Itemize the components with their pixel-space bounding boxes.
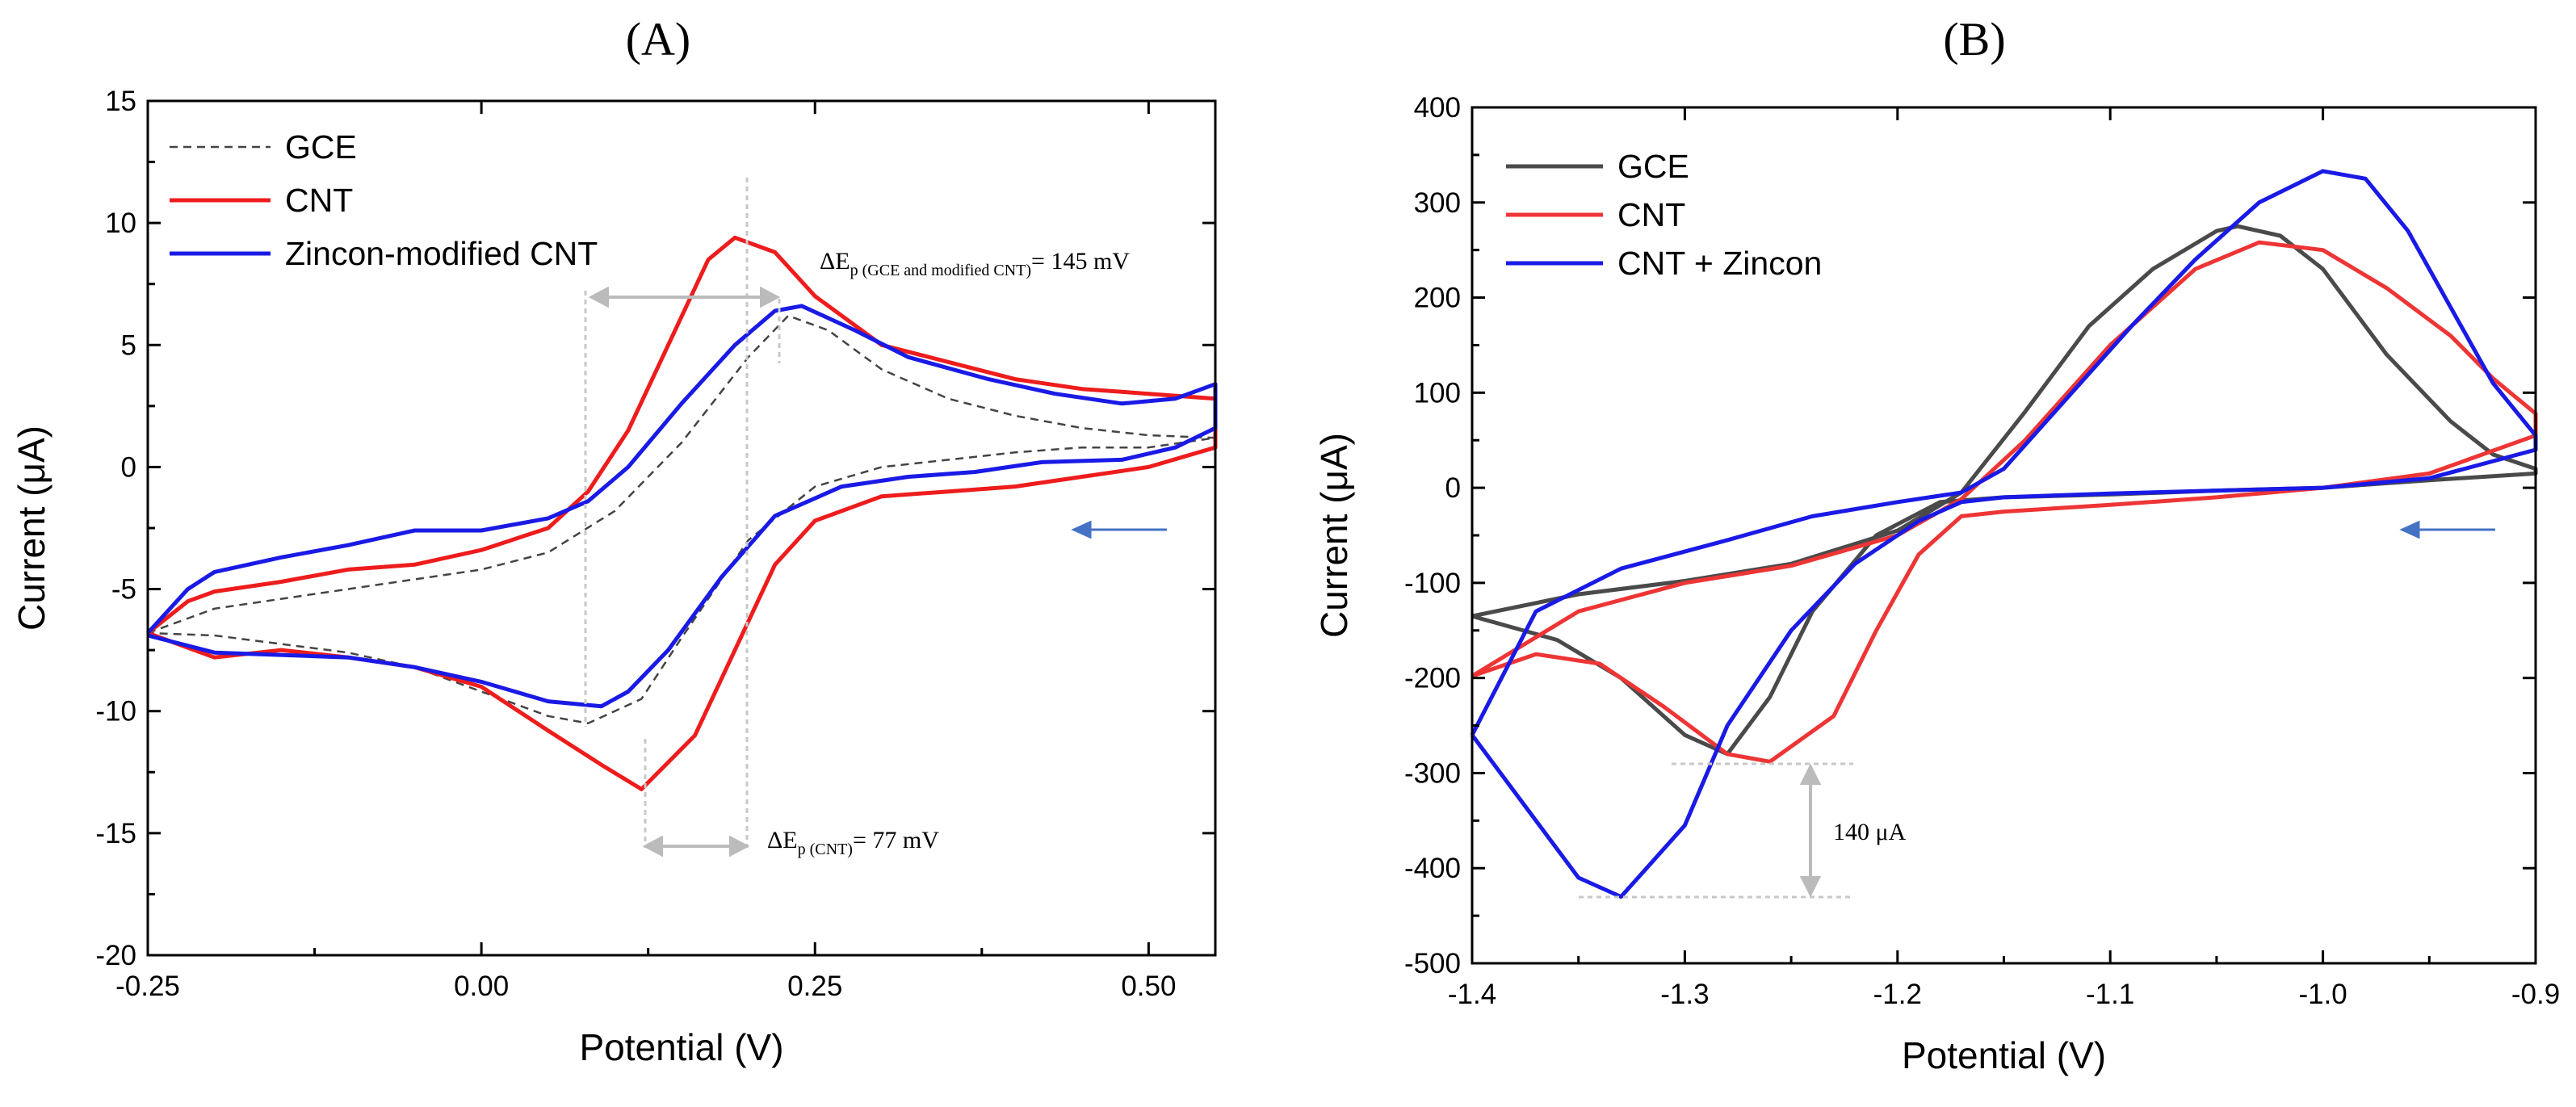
panel-a-chart: ΔEp (GCE and modified CNT)= 145 mV ΔEp (… bbox=[10, 86, 1218, 1068]
panel-b-title: (B) bbox=[1943, 13, 2005, 65]
plot-frame bbox=[1471, 106, 2537, 965]
y-tick-label: 100 bbox=[1414, 377, 1461, 409]
x-tick-label: -1.3 bbox=[1660, 979, 1709, 1010]
legend-label: CNT bbox=[1617, 196, 1685, 233]
x-tick-label: -0.25 bbox=[115, 971, 180, 1002]
series-line-gce bbox=[147, 314, 1217, 725]
y-tick-label: -5 bbox=[111, 574, 136, 606]
y-axis-label: Current (μA) bbox=[10, 426, 52, 631]
y-tick-label: -300 bbox=[1404, 757, 1461, 789]
legend-label: GCE bbox=[1617, 148, 1689, 185]
delta-ep-cnt-annotation: ΔEp (CNT)= 77 mV bbox=[767, 827, 939, 858]
legend-label: Zincon-modified CNT bbox=[285, 235, 598, 272]
series-line-gce bbox=[1471, 224, 2538, 757]
x-tick-label: -1.4 bbox=[1448, 979, 1496, 1010]
series-line-zincon-modified-cnt bbox=[146, 304, 1218, 709]
x-axis-label: Potential (V) bbox=[579, 1026, 783, 1068]
plot-frame bbox=[146, 99, 1217, 957]
y-tick-label: -100 bbox=[1404, 568, 1461, 599]
y-tick-label: 400 bbox=[1414, 92, 1461, 124]
x-tick-label: -1.1 bbox=[2086, 979, 2134, 1010]
x-tick-label: -1.0 bbox=[2298, 979, 2347, 1010]
y-tick-label: 0 bbox=[1445, 472, 1461, 504]
legend-label: CNT bbox=[285, 182, 353, 219]
panel-a-title: (A) bbox=[626, 13, 691, 65]
x-tick-label: 0.50 bbox=[1121, 971, 1176, 1002]
x-tick-label: -1.2 bbox=[1873, 979, 1922, 1010]
delta-ep-gce-annotation: ΔEp (GCE and modified CNT)= 145 mV bbox=[820, 248, 1130, 279]
series-line-cnt-zincon bbox=[1470, 169, 2538, 899]
y-tick-label: 10 bbox=[105, 208, 136, 239]
y-tick-label: 300 bbox=[1414, 187, 1461, 219]
y-tick-label: -20 bbox=[95, 940, 136, 971]
legend-label: CNT + Zincon bbox=[1617, 245, 1822, 282]
y-tick-label: 15 bbox=[105, 86, 136, 117]
y-tick-label: -15 bbox=[95, 818, 136, 849]
panel-b-chart: 140 μA -1.4 -1.3 -1.2 -1.1 -1.0 -0.9 -500 -400 -… bbox=[1313, 92, 2560, 1076]
x-tick-label: 0.00 bbox=[454, 971, 509, 1002]
y-tick-label: 0 bbox=[121, 451, 136, 483]
series-line-cnt bbox=[1471, 240, 2538, 764]
y-tick-label: -10 bbox=[95, 696, 136, 728]
x-axis-label: Potential (V) bbox=[1902, 1034, 2106, 1076]
delta-current-annotation: 140 μA bbox=[1833, 819, 1907, 845]
y-tick-label: 200 bbox=[1414, 283, 1461, 314]
y-tick-label: -200 bbox=[1404, 663, 1461, 694]
legend-label: GCE bbox=[285, 128, 357, 166]
y-tick-label: 5 bbox=[121, 329, 136, 361]
x-tick-label: -0.9 bbox=[2511, 979, 2560, 1010]
y-tick-label: -500 bbox=[1404, 948, 1461, 979]
x-tick-label: 0.25 bbox=[787, 971, 842, 1002]
series-line-cnt bbox=[146, 235, 1218, 791]
y-tick-label: -400 bbox=[1404, 853, 1461, 884]
y-axis-label: Current (μA) bbox=[1313, 433, 1355, 638]
